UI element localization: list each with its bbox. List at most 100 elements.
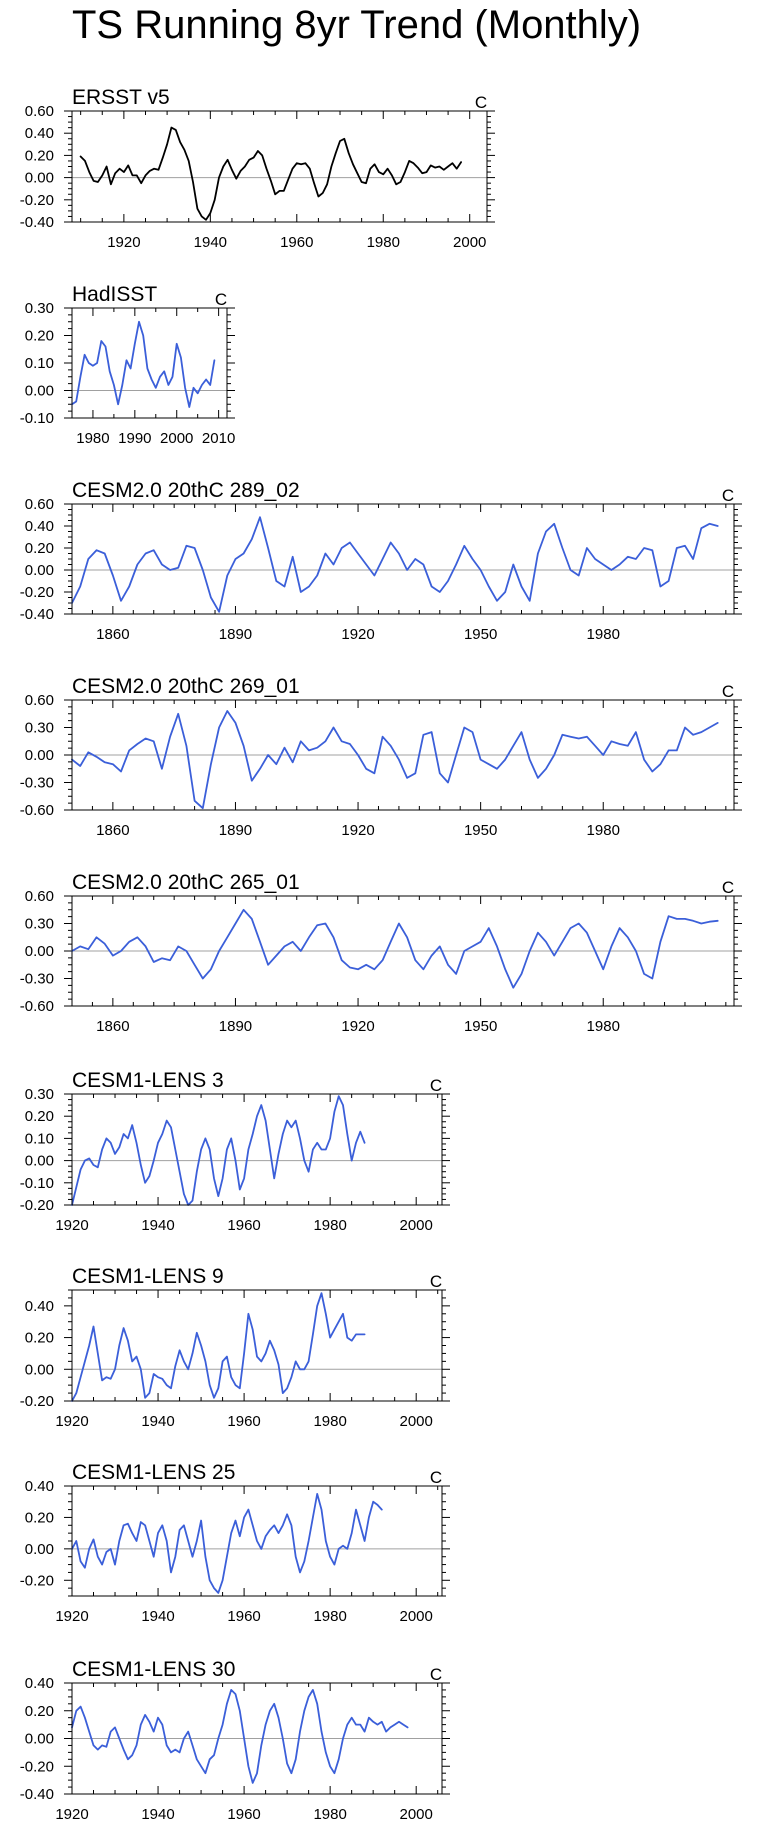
units-label: C [722, 682, 734, 701]
y-tick-label: 0.10 [25, 1130, 54, 1147]
plot-frame [71, 1093, 443, 1206]
x-tick-label: 1920 [55, 1217, 88, 1234]
y-tick-label: 0.40 [25, 125, 54, 142]
x-tick-label: 1980 [587, 626, 620, 643]
x-tick-label: 2010 [202, 430, 235, 447]
y-tick-label: -0.20 [20, 1758, 54, 1775]
y-tick-label: -0.60 [20, 998, 54, 1015]
y-tick-label: 0.20 [25, 147, 54, 164]
y-tick-label: -0.10 [20, 1175, 54, 1192]
main-title: TS Running 8yr Trend (Monthly) [72, 3, 642, 47]
x-tick-label: 1860 [96, 1018, 129, 1035]
x-tick-label: 1980 [587, 822, 620, 839]
x-tick-label: 1980 [587, 1018, 620, 1035]
chart-title: ERSST v5 [72, 86, 170, 109]
x-tick-label: 2000 [453, 234, 486, 251]
y-tick-label: -0.20 [20, 1572, 54, 1589]
plot-frame [71, 1682, 443, 1795]
y-tick-label: 0.40 [25, 1478, 54, 1495]
plot-frame [71, 895, 735, 1007]
y-tick-label: 0.30 [25, 1086, 54, 1103]
x-tick-label: 1940 [141, 1217, 174, 1234]
x-tick-label: 1890 [219, 626, 252, 643]
y-tick-label: 0.20 [25, 1330, 54, 1347]
plot-frame [71, 503, 735, 615]
x-tick-label: 1980 [313, 1806, 346, 1823]
y-tick-label: 0.10 [25, 355, 54, 372]
chart-title: CESM1-LENS 25 [72, 1461, 235, 1484]
y-tick-label: 0.00 [25, 943, 54, 960]
x-tick-label: 1920 [55, 1413, 88, 1430]
x-tick-label: 2000 [160, 430, 193, 447]
y-tick-label: -0.40 [20, 606, 54, 623]
x-tick-label: 1960 [227, 1413, 260, 1430]
y-tick-label: 0.20 [25, 540, 54, 557]
y-tick-label: 0.00 [25, 383, 54, 400]
x-tick-label: 1980 [76, 430, 109, 447]
y-tick-label: 0.20 [25, 1703, 54, 1720]
plot-frame [71, 1485, 443, 1597]
y-tick-label: 0.40 [25, 518, 54, 535]
y-tick-label: 0.00 [25, 170, 54, 187]
units-label: C [430, 1665, 442, 1684]
y-tick-label: -0.40 [20, 214, 54, 231]
units-label: C [722, 486, 734, 505]
series-line [71, 320, 216, 408]
x-tick-label: 1980 [313, 1217, 346, 1234]
x-tick-label: 1980 [367, 234, 400, 251]
x-tick-label: 1920 [55, 1608, 88, 1625]
y-tick-label: -0.20 [20, 584, 54, 601]
x-tick-label: 2000 [399, 1608, 432, 1625]
x-tick-label: 1980 [313, 1413, 346, 1430]
x-tick-label: 1960 [227, 1217, 260, 1234]
series-line [71, 1493, 383, 1594]
series-line [71, 516, 719, 613]
x-tick-label: 1960 [227, 1608, 260, 1625]
plot-frame [71, 1289, 443, 1402]
x-tick-label: 1950 [464, 822, 497, 839]
units-label: C [430, 1076, 442, 1095]
units-label: C [475, 93, 487, 112]
y-tick-label: -0.40 [20, 1786, 54, 1803]
x-tick-label: 1950 [464, 1018, 497, 1035]
chart-panel-6: 1920 1940 1960 1980 2000 -0.20 -0.10 0.00 0.10 0.… [20, 1069, 450, 1234]
chart-panel-9: 1920 1940 1960 1980 2000 -0.40 -0.20 0.00 0.20 0.… [20, 1658, 450, 1823]
y-tick-label: 0.60 [25, 692, 54, 709]
x-tick-label: 2000 [399, 1806, 432, 1823]
x-tick-label: 1960 [280, 234, 313, 251]
y-tick-label: 0.20 [25, 1108, 54, 1125]
units-label: C [722, 878, 734, 897]
y-tick-label: -0.30 [20, 971, 54, 988]
y-tick-label: 0.00 [25, 1731, 54, 1748]
y-tick-label: 0.30 [25, 720, 54, 737]
y-tick-label: 0.40 [25, 1298, 54, 1315]
x-tick-label: 1980 [313, 1608, 346, 1625]
plot-frame [71, 307, 228, 419]
units-label: C [215, 290, 227, 309]
x-tick-label: 1990 [118, 430, 151, 447]
x-tick-label: 1920 [341, 626, 374, 643]
chart-title: CESM2.0 20thC 289_02 [72, 479, 300, 502]
plot-frame [71, 110, 488, 223]
x-tick-label: 1890 [219, 1018, 252, 1035]
y-tick-label: 0.00 [25, 747, 54, 764]
y-tick-label: 0.20 [25, 1509, 54, 1526]
x-tick-label: 1860 [96, 626, 129, 643]
chart-title: CESM1-LENS 30 [72, 1658, 235, 1681]
x-tick-label: 1860 [96, 822, 129, 839]
x-tick-label: 1920 [341, 1018, 374, 1035]
y-tick-label: 0.20 [25, 328, 54, 345]
y-tick-label: 0.30 [25, 916, 54, 933]
y-tick-label: 0.60 [25, 103, 54, 120]
chart-panel-3: 1860 1890 1920 1950 1980 -0.40 -0.20 0.00 0.20 0.… [20, 479, 742, 643]
chart-title: HadISST [72, 283, 157, 306]
chart-panel-1: 1920 1940 1960 1980 2000 -0.40 -0.20 0.00 0.20 0.… [20, 86, 495, 251]
chart-panel-7: 1920 1940 1960 1980 2000 -0.20 0.00 0.20 0.40 CES… [20, 1265, 450, 1430]
series-line [71, 908, 719, 989]
chart-panel-4: 1860 1890 1920 1950 1980 -0.60 -0.30 0.00 0.30 0.… [20, 675, 742, 839]
x-tick-label: 1960 [227, 1806, 260, 1823]
y-tick-label: 0.40 [25, 1675, 54, 1692]
y-tick-label: 0.00 [25, 1541, 54, 1558]
y-tick-label: 0.00 [25, 1361, 54, 1378]
chart-panel-5: 1860 1890 1920 1950 1980 -0.60 -0.30 0.00 0.30 0.… [20, 871, 742, 1035]
